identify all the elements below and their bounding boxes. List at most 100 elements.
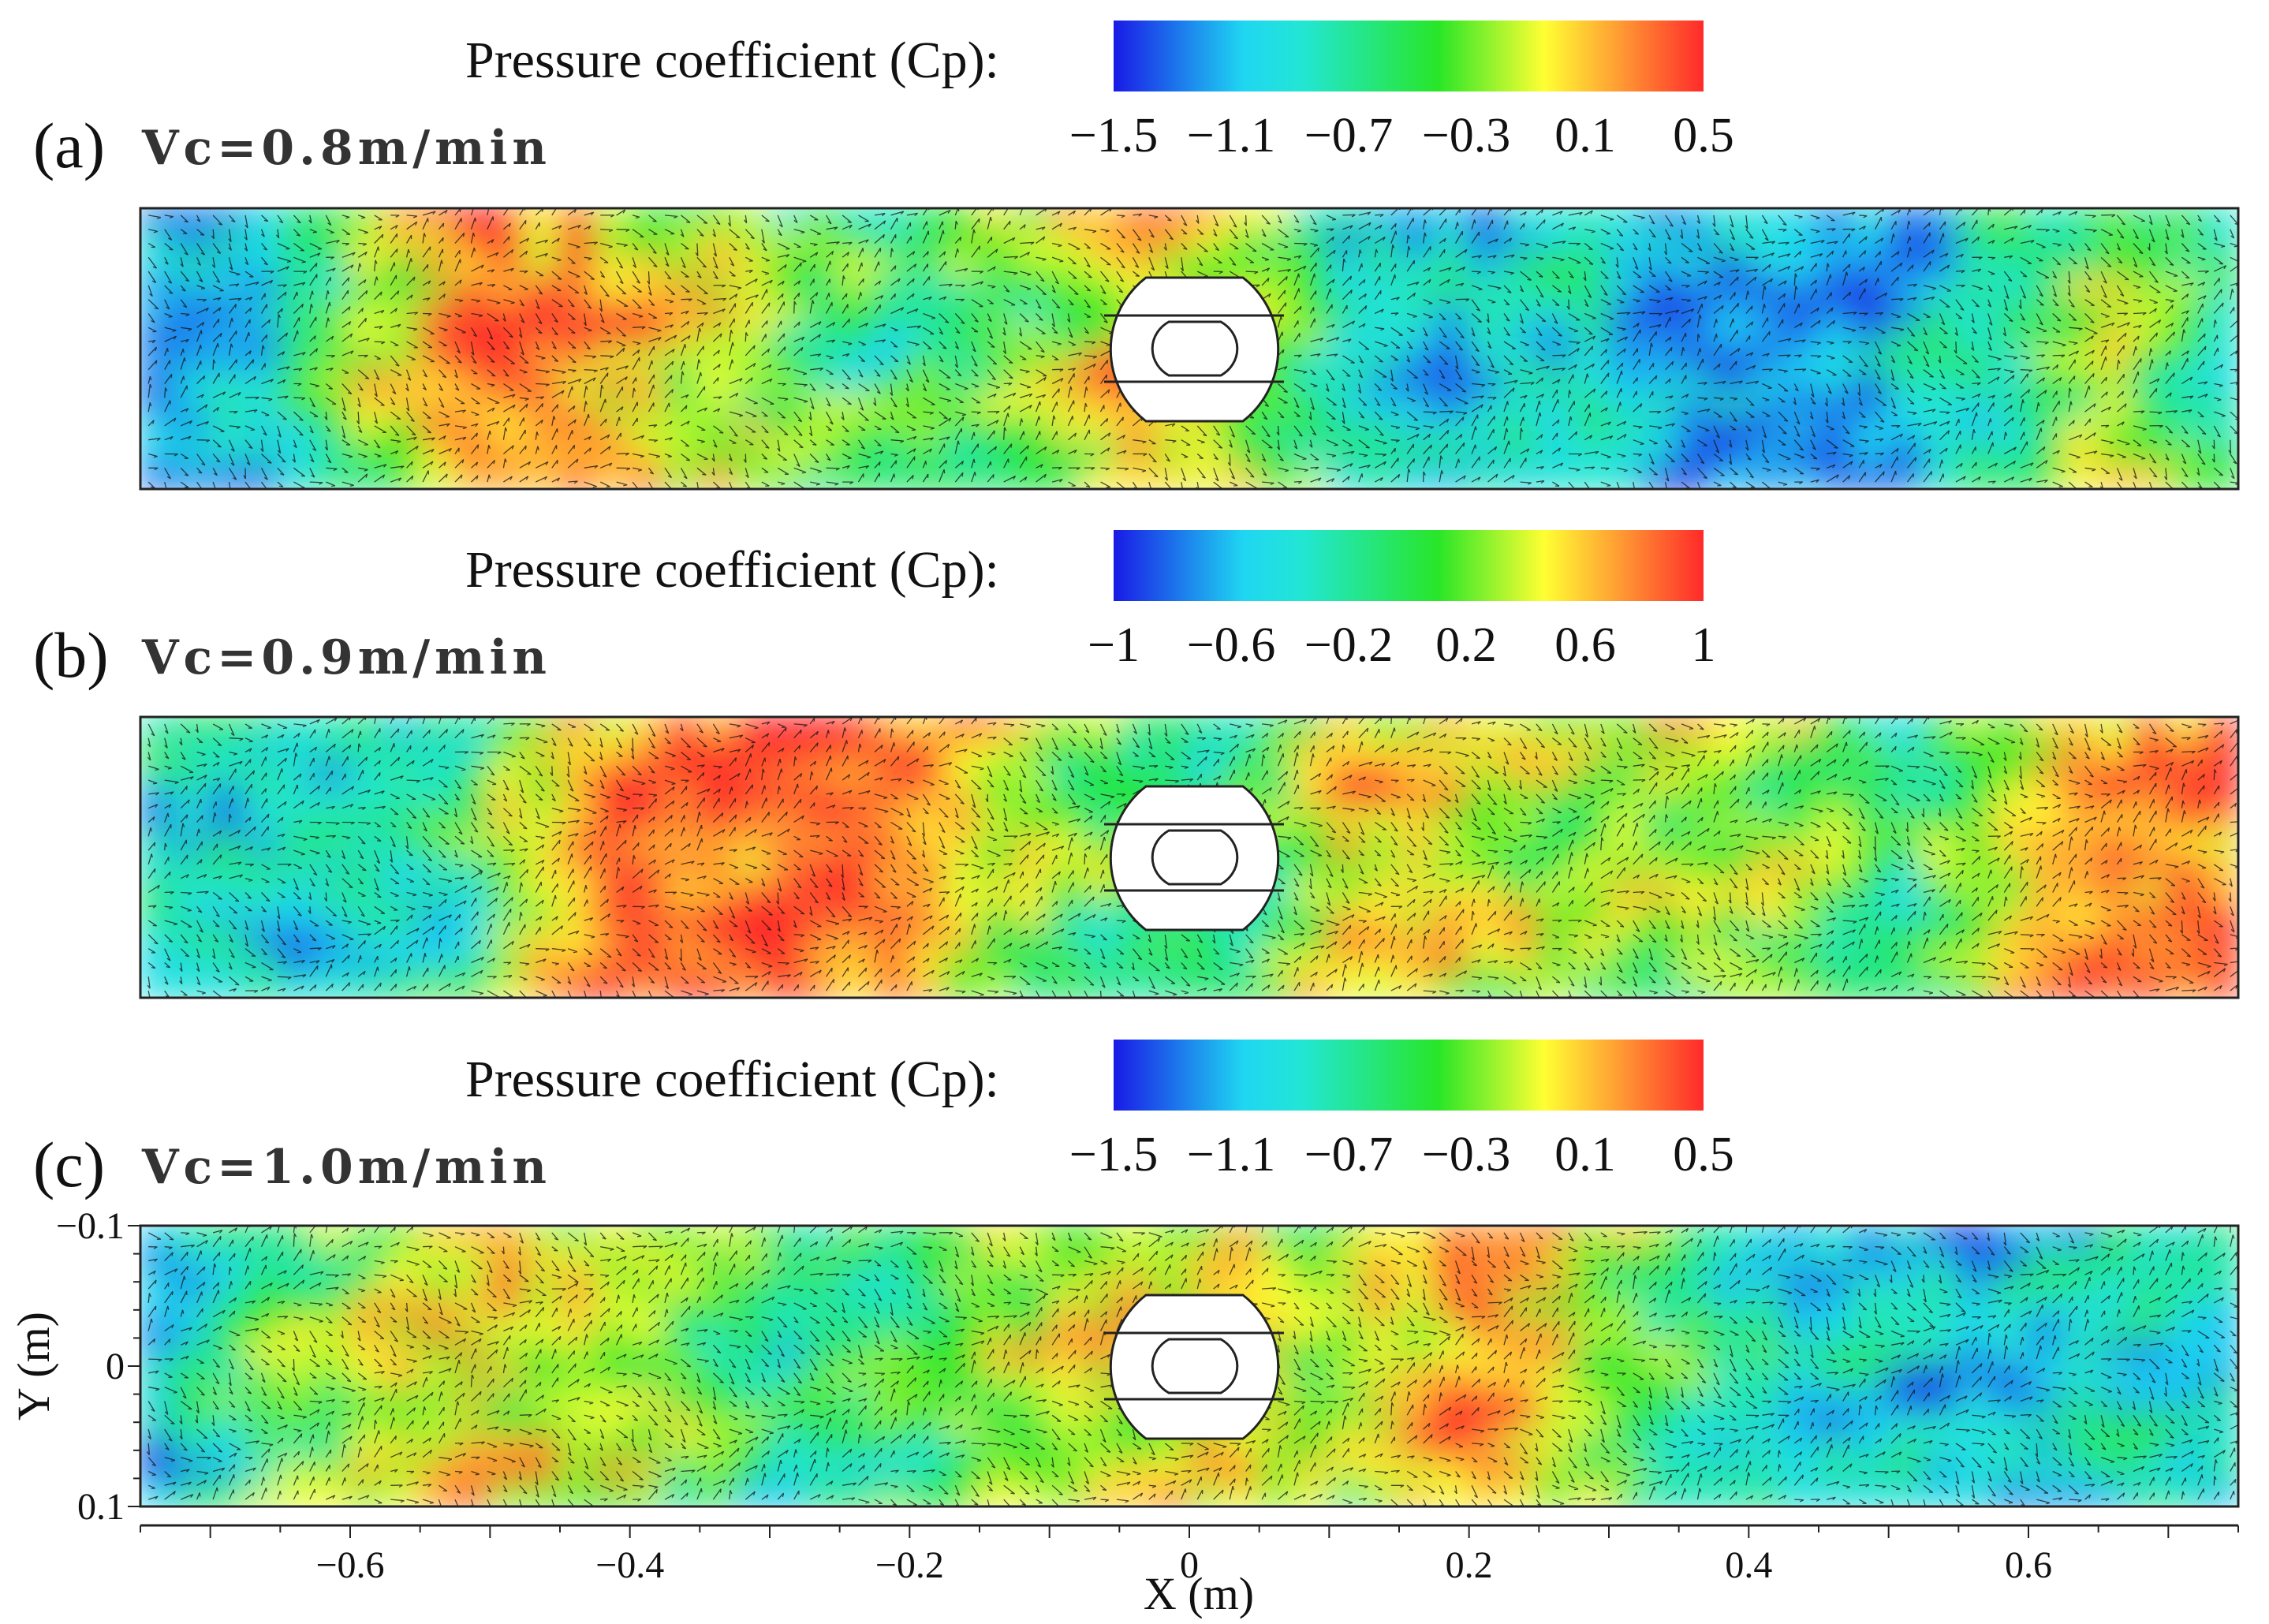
- field-cell: [383, 440, 422, 468]
- field-cell: [1607, 370, 1646, 398]
- field-cell: [1222, 738, 1261, 766]
- field-cell: [1327, 973, 1366, 998]
- field-cell: [1782, 300, 1820, 327]
- field-cell: [1607, 902, 1646, 929]
- field-cell: [313, 1481, 352, 1506]
- field-cell: [1537, 1226, 1576, 1251]
- field-cell: [174, 370, 212, 398]
- field-cell: [488, 347, 527, 374]
- field-cell: [803, 717, 842, 742]
- field-cell: [244, 856, 282, 883]
- field-cell: [2027, 417, 2066, 444]
- field-cell: [1817, 1365, 1856, 1391]
- field-cell: [140, 323, 177, 350]
- field-cell: [1257, 1458, 1296, 1485]
- field-cell: [1642, 370, 1681, 398]
- field-cell: [2096, 1481, 2135, 1506]
- field-cell: [1852, 1341, 1890, 1368]
- colorbar-tick: 0.6: [1554, 618, 1616, 672]
- x-tick-label: −0.2: [875, 1544, 944, 1586]
- field-cell: [418, 1387, 457, 1415]
- panel-c: Pressure coefficient (Cp): −1.5 −1.1 −0.…: [8, 1040, 2240, 1619]
- field-cell: [1362, 1226, 1401, 1251]
- field-cell: [1502, 717, 1541, 742]
- field-cell: [1327, 1294, 1366, 1321]
- field-cell: [1362, 1294, 1401, 1321]
- field-cell: [942, 208, 981, 233]
- field-cell: [1398, 856, 1436, 883]
- field-cell: [733, 856, 771, 883]
- field-cell: [2096, 1317, 2135, 1345]
- field-cell: [488, 277, 527, 304]
- field-cell: [1991, 949, 2030, 976]
- field-cell: [908, 902, 946, 929]
- field-cell: [1817, 1411, 1856, 1438]
- field-cell: [1432, 1435, 1471, 1462]
- field-cell: [838, 902, 876, 929]
- panel-title-c: Vc=1.0m/min: [141, 1140, 551, 1195]
- field-cell: [244, 879, 282, 906]
- field-cell: [1432, 1481, 1471, 1506]
- field-cell: [1293, 762, 1331, 789]
- field-cell: [1886, 973, 1925, 998]
- field-cell: [1083, 1294, 1121, 1321]
- field-cell: [838, 277, 876, 304]
- field-cell: [2062, 1271, 2100, 1297]
- field-cell: [174, 1341, 212, 1368]
- field-cell: [1782, 208, 1820, 233]
- field-cell: [2096, 230, 2135, 257]
- field-cell: [2062, 1294, 2100, 1321]
- field-cell: [1537, 879, 1576, 906]
- field-cell: [873, 464, 912, 489]
- field-cell: [140, 973, 177, 998]
- field-cell: [244, 786, 282, 812]
- field-cell: [1152, 738, 1191, 766]
- field-cell: [383, 973, 422, 998]
- field-cell: [1852, 832, 1890, 859]
- field-cell: [523, 902, 562, 929]
- field-cell: [2027, 1365, 2066, 1391]
- field-cell: [1782, 1226, 1820, 1251]
- field-cell: [1222, 208, 1261, 233]
- colorbar-ticks-b: −1 −0.6 −0.2 0.2 0.6 1: [1088, 618, 1715, 672]
- field-cell: [873, 1247, 912, 1275]
- field-cell: [244, 253, 282, 280]
- field-cell: [140, 1411, 177, 1438]
- field-cell: [1712, 1247, 1751, 1275]
- field-cell: [383, 1247, 422, 1275]
- field-cell: [1537, 717, 1576, 742]
- field-cell: [1817, 738, 1856, 766]
- field-cell: [908, 300, 946, 327]
- field-cell: [698, 832, 737, 859]
- field-cell: [1991, 1458, 2030, 1485]
- field-cell: [803, 973, 842, 998]
- field-cell: [2132, 1341, 2170, 1368]
- field-cell: [942, 762, 981, 789]
- field-cell: [174, 417, 212, 444]
- field-cell: [1782, 949, 1820, 976]
- field-cell: [2132, 1247, 2170, 1275]
- field-cell: [244, 1317, 282, 1345]
- field-cell: [1398, 717, 1436, 742]
- field-cell: [2027, 738, 2066, 766]
- field-cell: [2027, 323, 2066, 350]
- field-cell: [1398, 1317, 1436, 1345]
- field-cell: [383, 464, 422, 489]
- field-cell: [1362, 973, 1401, 998]
- field-cell: [1047, 1294, 1086, 1321]
- field-cell: [1886, 832, 1925, 859]
- field-cell: [1013, 832, 1051, 859]
- field-cell: [1817, 902, 1856, 929]
- field-cell: [1677, 277, 1715, 304]
- field-cell: [1327, 394, 1366, 420]
- field-cell: [873, 230, 912, 257]
- field-cell: [698, 879, 737, 906]
- field-cell: [1047, 949, 1086, 976]
- field-cell: [488, 464, 527, 489]
- field-cell: [768, 417, 807, 444]
- field-cell: [593, 879, 632, 906]
- field-cell: [349, 717, 387, 742]
- field-cell: [1188, 762, 1226, 789]
- field-cell: [383, 808, 422, 836]
- field-cell: [1677, 1226, 1715, 1251]
